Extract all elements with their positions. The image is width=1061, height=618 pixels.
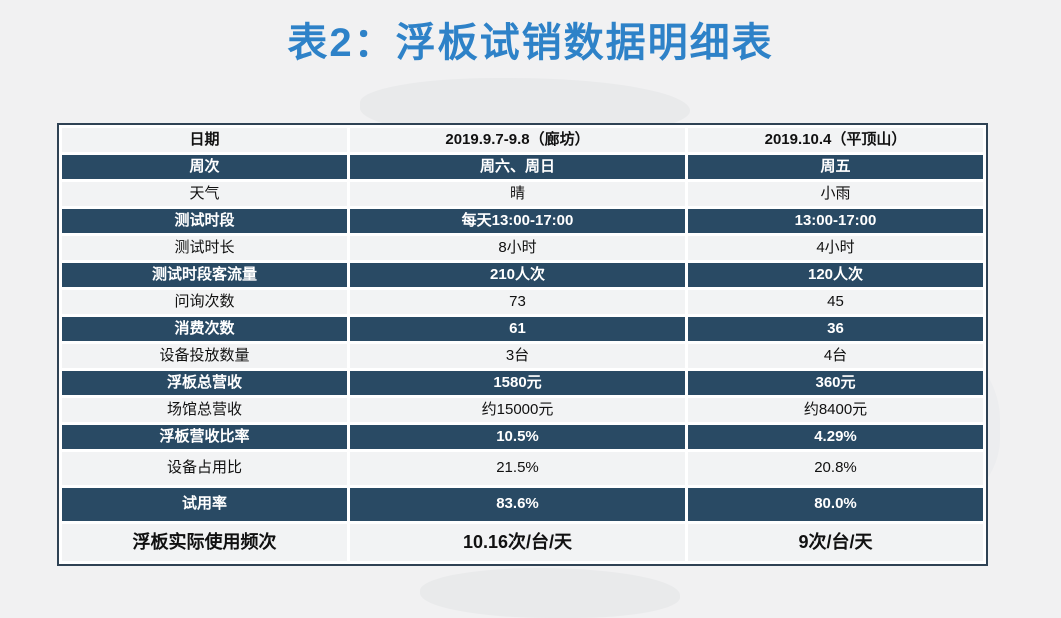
table-row: 设备占用比 21.5% 20.8% bbox=[62, 452, 983, 485]
value-cell-pingdingshan: 36 bbox=[688, 317, 983, 341]
table-row: 浮板总营收 1580元 360元 bbox=[62, 371, 983, 395]
table-row: 日期 2019.9.7-9.8（廊坊） 2019.10.4（平顶山） bbox=[62, 128, 983, 152]
value-cell-langfang: 10.16次/台/天 bbox=[350, 524, 685, 561]
table-row: 测试时段客流量 210人次 120人次 bbox=[62, 263, 983, 287]
table-row: 消费次数 61 36 bbox=[62, 317, 983, 341]
value-cell-pingdingshan: 小雨 bbox=[688, 182, 983, 206]
value-cell-langfang: 约15000元 bbox=[350, 398, 685, 422]
value-cell-pingdingshan: 2019.10.4（平顶山） bbox=[688, 128, 983, 152]
table-row: 周次 周六、周日 周五 bbox=[62, 155, 983, 179]
row-label-cell: 消费次数 bbox=[62, 317, 347, 341]
value-cell-langfang: 61 bbox=[350, 317, 685, 341]
row-label-cell: 问询次数 bbox=[62, 290, 347, 314]
row-label-cell: 设备投放数量 bbox=[62, 344, 347, 368]
value-cell-langfang: 8小时 bbox=[350, 236, 685, 260]
value-cell-langfang: 83.6% bbox=[350, 488, 685, 521]
row-label-cell: 浮板实际使用频次 bbox=[62, 524, 347, 561]
table-row: 测试时长 8小时 4小时 bbox=[62, 236, 983, 260]
table-row: 天气 晴 小雨 bbox=[62, 182, 983, 206]
value-cell-pingdingshan: 360元 bbox=[688, 371, 983, 395]
value-cell-pingdingshan: 80.0% bbox=[688, 488, 983, 521]
table-row: 场馆总营收 约15000元 约8400元 bbox=[62, 398, 983, 422]
row-label-cell: 场馆总营收 bbox=[62, 398, 347, 422]
value-cell-pingdingshan: 4.29% bbox=[688, 425, 983, 449]
trial-sales-table: 日期 2019.9.7-9.8（廊坊） 2019.10.4（平顶山） 周次 周六… bbox=[57, 123, 988, 566]
value-cell-pingdingshan: 约8400元 bbox=[688, 398, 983, 422]
table-row: 试用率 83.6% 80.0% bbox=[62, 488, 983, 521]
value-cell-pingdingshan: 13:00-17:00 bbox=[688, 209, 983, 233]
row-label-cell: 设备占用比 bbox=[62, 452, 347, 485]
row-label-cell: 浮板总营收 bbox=[62, 371, 347, 395]
value-cell-pingdingshan: 20.8% bbox=[688, 452, 983, 485]
value-cell-pingdingshan: 4小时 bbox=[688, 236, 983, 260]
value-cell-pingdingshan: 4台 bbox=[688, 344, 983, 368]
value-cell-langfang: 周六、周日 bbox=[350, 155, 685, 179]
row-label-cell: 试用率 bbox=[62, 488, 347, 521]
row-label-cell: 周次 bbox=[62, 155, 347, 179]
table-row: 浮板营收比率 10.5% 4.29% bbox=[62, 425, 983, 449]
row-label-cell: 测试时段 bbox=[62, 209, 347, 233]
row-label-cell: 测试时长 bbox=[62, 236, 347, 260]
value-cell-langfang: 210人次 bbox=[350, 263, 685, 287]
table-body: 日期 2019.9.7-9.8（廊坊） 2019.10.4（平顶山） 周次 周六… bbox=[62, 128, 983, 561]
row-label-cell: 浮板营收比率 bbox=[62, 425, 347, 449]
table-row: 设备投放数量 3台 4台 bbox=[62, 344, 983, 368]
value-cell-pingdingshan: 120人次 bbox=[688, 263, 983, 287]
value-cell-pingdingshan: 周五 bbox=[688, 155, 983, 179]
table-row: 测试时段 每天13:00-17:00 13:00-17:00 bbox=[62, 209, 983, 233]
value-cell-pingdingshan: 45 bbox=[688, 290, 983, 314]
value-cell-langfang: 1580元 bbox=[350, 371, 685, 395]
world-map-watermark bbox=[420, 568, 680, 618]
value-cell-pingdingshan: 9次/台/天 bbox=[688, 524, 983, 561]
table-row: 问询次数 73 45 bbox=[62, 290, 983, 314]
value-cell-langfang: 3台 bbox=[350, 344, 685, 368]
value-cell-langfang: 73 bbox=[350, 290, 685, 314]
value-cell-langfang: 2019.9.7-9.8（廊坊） bbox=[350, 128, 685, 152]
value-cell-langfang: 晴 bbox=[350, 182, 685, 206]
row-label-cell: 天气 bbox=[62, 182, 347, 206]
page-title: 表2：浮板试销数据明细表 bbox=[287, 21, 774, 65]
value-cell-langfang: 21.5% bbox=[350, 452, 685, 485]
row-label-cell: 测试时段客流量 bbox=[62, 263, 347, 287]
value-cell-langfang: 每天13:00-17:00 bbox=[350, 209, 685, 233]
value-cell-langfang: 10.5% bbox=[350, 425, 685, 449]
table-row: 浮板实际使用频次 10.16次/台/天 9次/台/天 bbox=[62, 524, 983, 561]
row-label-cell: 日期 bbox=[62, 128, 347, 152]
